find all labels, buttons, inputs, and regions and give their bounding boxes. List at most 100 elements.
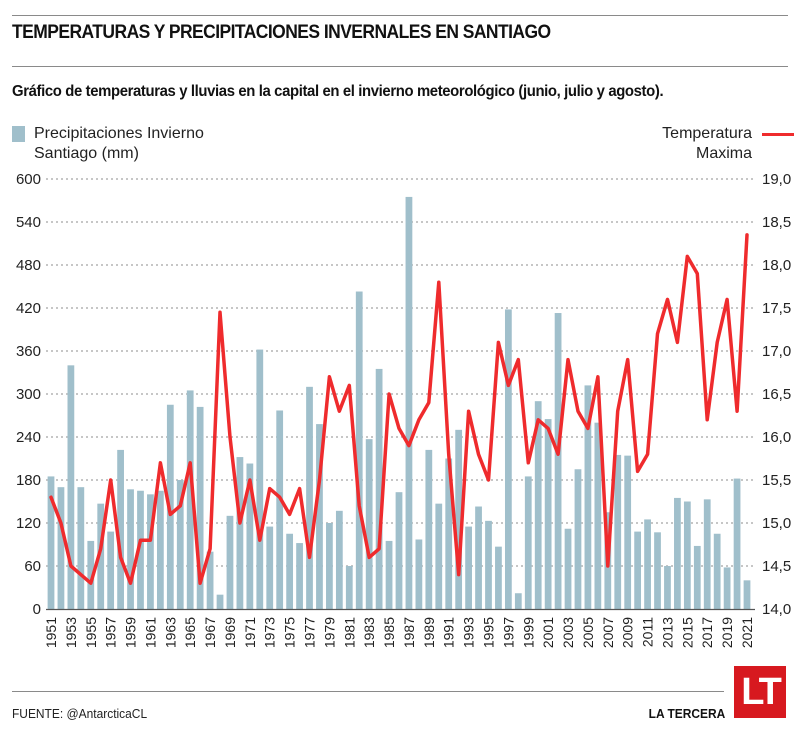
left-tick-label: 540 [16,214,41,231]
footer-rule [12,691,724,692]
x-tick-label: 1995 [480,617,496,648]
la-tercera-logo: LT [734,666,786,718]
right-axis-ticks: 19,0 18,5 18,0 17,5 17,0 16,5 16,0 15,5 15,0 14,5… [762,171,791,618]
x-tick-label: 1959 [123,617,139,648]
precipitation-bar [57,487,65,609]
precipitation-bar [405,196,413,609]
top-rule [12,15,788,16]
legend-temperature: Temperatura Maxima [662,124,794,164]
x-tick-label: 2013 [659,617,675,648]
precipitation-bar [584,385,592,609]
precipitation-bar [713,533,721,609]
right-tick-label: 18,5 [762,214,791,231]
precipitation-bar [534,401,542,609]
precipitation-bar [335,510,343,609]
legend-precipitation-line1: Precipitaciones Invierno [34,125,204,142]
precipitation-bar [385,540,393,609]
precipitation-bar [147,494,154,609]
precipitation-bar [703,499,711,609]
precipitation-bar [465,526,472,609]
precipitation-bar [196,406,204,609]
right-tick-label: 16,5 [762,386,791,403]
x-tick-label: 1987 [401,617,417,648]
right-tick-label: 17,5 [762,300,791,317]
right-tick-label: 15,5 [762,472,791,489]
precipitation-bar [117,449,124,609]
precipitation-bar [316,424,323,609]
legend-precipitation-line2: Santiago (mm) [34,145,139,162]
x-tick-label: 1957 [103,617,119,648]
legend-temperature-line2: Maxima [695,145,752,162]
right-tick-label: 18,0 [762,257,791,274]
right-tick-label: 19,0 [762,171,791,188]
precipitation-bars [47,196,751,609]
x-tick-label: 1981 [341,617,357,648]
precipitation-bar [564,528,572,609]
precipitation-bar [634,531,642,609]
precipitation-bar [674,497,681,609]
precipitation-bar [395,492,403,609]
precipitation-bar [683,501,691,609]
precipitation-bar [345,566,353,609]
right-tick-label: 15,0 [762,515,791,532]
precipitation-bar [514,593,522,609]
precipitation-bar [306,386,313,609]
x-axis-ticks: 1951 1953 1955 1957 1959 1961 1963 1965 1967 1969… [43,617,755,648]
source-credit: FUENTE: @AntarcticaCL [12,706,148,721]
precipitation-bar [524,476,532,609]
precipitation-bar [554,313,562,609]
x-tick-label: 1971 [242,617,258,648]
x-tick-label: 1951 [43,617,59,648]
precipitation-bar [326,523,333,609]
left-tick-label: 180 [16,472,41,489]
x-tick-label: 1973 [262,617,278,648]
x-tick-label: 2015 [679,617,695,648]
temperature-line [49,233,749,585]
precipitation-bar [365,439,373,609]
precipitation-bar [733,478,741,609]
x-tick-label: 2005 [580,617,596,648]
precipitation-bar [216,594,224,609]
precipitation-bar [654,532,661,609]
precipitation-bar [87,540,95,609]
precipitation-bar [504,309,512,609]
precipitation-bar [415,539,423,609]
left-tick-label: 480 [16,257,41,274]
precipitation-bar [156,490,164,609]
x-tick-label: 1953 [63,617,79,648]
x-tick-label: 2019 [719,617,735,648]
precipitation-bar [644,519,651,609]
x-tick-label: 1997 [500,617,516,648]
precipitation-bar [47,476,55,609]
left-tick-label: 600 [16,171,41,188]
precipitation-bar [485,520,492,609]
x-tick-label: 1985 [381,617,397,648]
precipitation-bar [455,429,463,609]
precipitation-bar [475,506,482,609]
precipitation-bar [594,422,602,609]
precipitation-bar [743,580,751,609]
chart-subtitle: Gráfico de temperaturas y lluvias en la … [12,83,664,100]
x-tick-label: 1999 [520,617,536,648]
precipitation-bar [544,419,552,609]
left-axis-ticks: 0 60 120 180 240 300 360 420 480 540 600 [16,171,41,618]
title-rule [12,66,788,67]
precipitation-bar [375,368,383,609]
precipitation-bar [286,533,294,609]
precipitation-bar [425,449,433,609]
right-tick-label: 17,0 [762,343,791,360]
right-tick-label: 14,5 [762,558,791,575]
precipitation-bar [614,454,622,609]
precipitation-bar [435,503,443,609]
x-tick-label: 2009 [620,617,636,648]
precipitation-bar [137,490,144,609]
right-tick-label: 14,0 [762,601,791,618]
x-tick-label: 2001 [540,617,556,648]
precipitation-bar [107,531,115,609]
precipitation-bar [186,390,194,609]
precipitation-bar [276,410,284,609]
x-tick-label: 1965 [182,617,198,648]
x-tick-label: 1963 [162,617,178,648]
precipitation-bar [176,480,184,609]
left-tick-label: 420 [16,300,41,317]
